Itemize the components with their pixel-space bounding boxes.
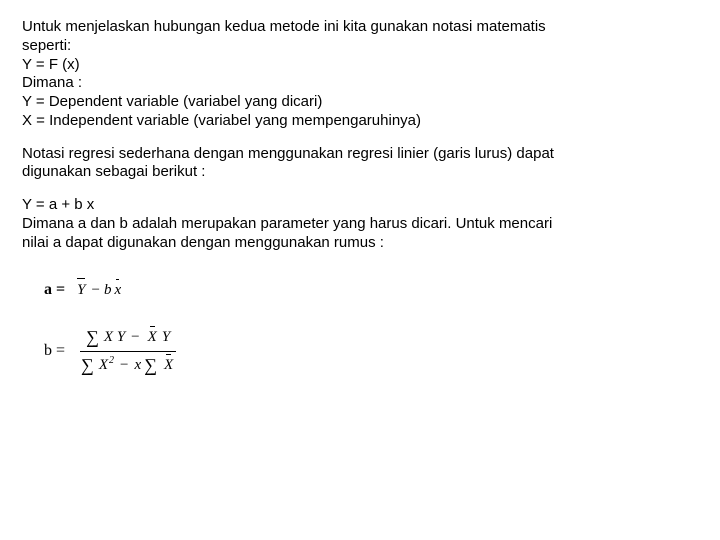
- den-x-bar: X: [164, 356, 173, 375]
- intro-line-6: X = Independent variable (variabel yang …: [22, 112, 698, 131]
- b-symbol: b: [104, 281, 112, 300]
- formula-a-label: a =: [44, 280, 65, 300]
- formula-b-label: b =: [44, 341, 65, 361]
- intro-line-5: Y = Dependent variable (variabel yang di…: [22, 93, 698, 112]
- num-x-hat: X: [148, 328, 157, 347]
- eq-line-3: nilai a dapat digunakan dengan menggunak…: [22, 234, 698, 253]
- note-line-2: digunakan sebagai berikut :: [22, 163, 698, 182]
- fraction: ∑ X Y − X Y ∑ X2 − x ∑ X: [75, 324, 181, 378]
- x-bar-symbol: x: [114, 281, 121, 300]
- num-minus: −: [131, 328, 139, 347]
- sigma-icon: ∑: [86, 326, 99, 349]
- intro-block: Untuk menjelaskan hubungan kedua metode …: [22, 18, 698, 131]
- den-minus: −: [120, 356, 128, 375]
- formula-a: a = Y − b x: [44, 280, 698, 300]
- numerator: ∑ X Y − X Y: [80, 324, 176, 352]
- y-bar-symbol: Y: [77, 281, 85, 300]
- den-xlower: x: [135, 356, 142, 375]
- intro-line-2: seperti:: [22, 37, 698, 56]
- sigma-icon: ∑: [81, 354, 94, 377]
- eq-line-2: Dimana a dan b adalah merupakan paramete…: [22, 215, 698, 234]
- num-y: Y: [162, 328, 170, 347]
- num-xy: X Y: [104, 328, 125, 347]
- den-x: X2: [99, 355, 114, 375]
- intro-line-1: Untuk menjelaskan hubungan kedua metode …: [22, 18, 698, 37]
- sigma-icon: ∑: [144, 354, 157, 377]
- formula-b: b = ∑ X Y − X Y ∑ X2 − x ∑ X: [44, 324, 698, 378]
- eq-line-1: Y = a + b x: [22, 196, 698, 215]
- note-line-1: Notasi regresi sederhana dengan mengguna…: [22, 145, 698, 164]
- regression-note-block: Notasi regresi sederhana dengan mengguna…: [22, 145, 698, 183]
- intro-line-3: Y = F (x): [22, 56, 698, 75]
- intro-line-4: Dimana :: [22, 74, 698, 93]
- minus-sign: −: [91, 281, 99, 300]
- formula-section: a = Y − b x b = ∑ X Y − X Y ∑ X2 − x ∑ X: [44, 280, 698, 378]
- equation-block: Y = a + b x Dimana a dan b adalah merupa…: [22, 196, 698, 252]
- denominator: ∑ X2 − x ∑ X: [75, 352, 181, 379]
